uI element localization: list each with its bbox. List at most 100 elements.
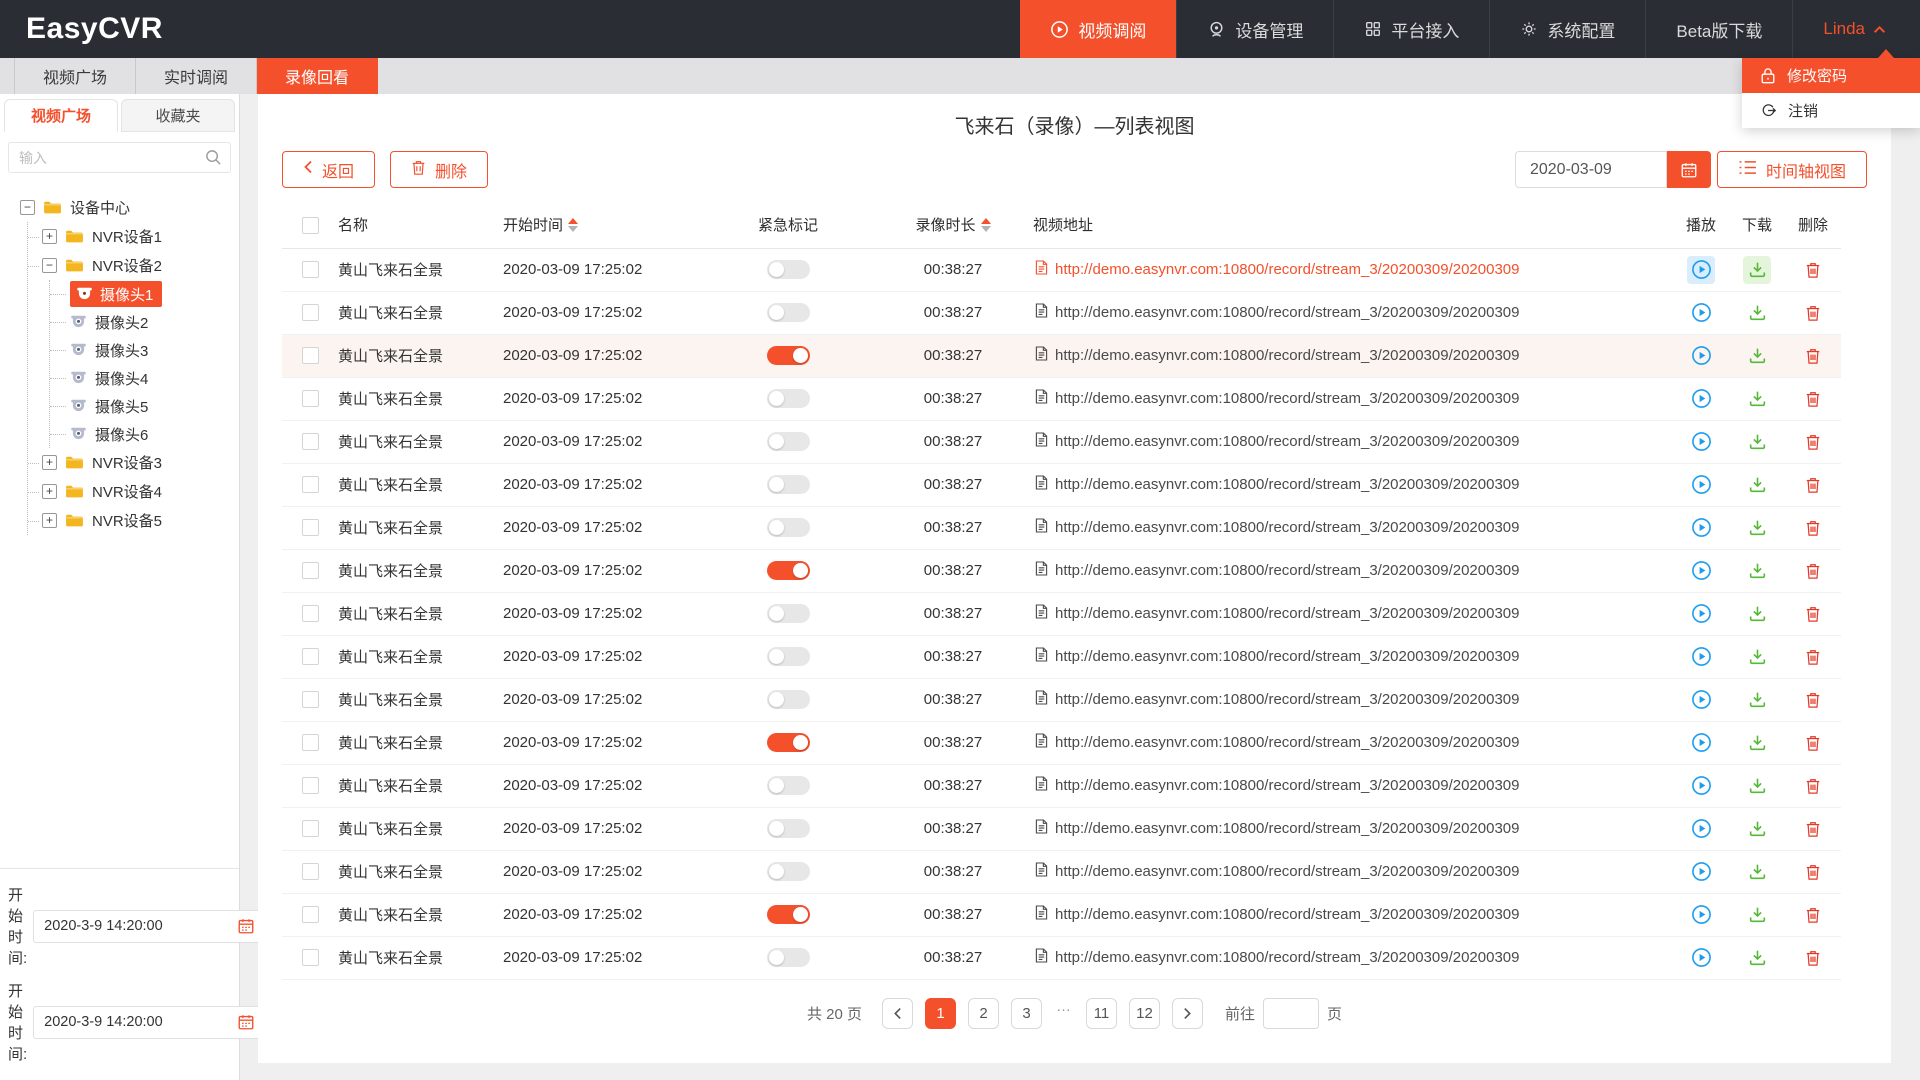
download-button[interactable] bbox=[1743, 255, 1771, 284]
urgent-toggle[interactable] bbox=[766, 733, 810, 752]
play-button[interactable] bbox=[1687, 514, 1715, 542]
page-button-3[interactable]: 3 bbox=[1011, 997, 1042, 1029]
page-button-1[interactable]: 1 bbox=[925, 997, 956, 1029]
download-button[interactable] bbox=[1743, 901, 1771, 929]
urgent-toggle[interactable] bbox=[766, 518, 810, 537]
download-button[interactable] bbox=[1743, 772, 1771, 800]
urgent-toggle[interactable] bbox=[766, 690, 810, 709]
row-checkbox[interactable] bbox=[301, 433, 319, 451]
video-url-link[interactable]: http://demo.easynvr.com:10800/record/str… bbox=[1055, 691, 1520, 708]
top-nav-item[interactable]: 平台接入 bbox=[1333, 0, 1489, 58]
video-url-link[interactable]: http://demo.easynvr.com:10800/record/str… bbox=[1055, 949, 1520, 966]
video-url-link[interactable]: http://demo.easynvr.com:10800/record/str… bbox=[1055, 476, 1520, 493]
play-button[interactable] bbox=[1687, 815, 1715, 843]
tree-node-camera[interactable]: 摄像头3 bbox=[50, 336, 233, 364]
select-all-checkbox[interactable] bbox=[301, 216, 319, 234]
video-url-link[interactable]: http://demo.easynvr.com:10800/record/str… bbox=[1055, 304, 1520, 321]
urgent-toggle[interactable] bbox=[766, 389, 810, 408]
urgent-toggle[interactable] bbox=[766, 561, 810, 580]
urgent-toggle[interactable] bbox=[766, 948, 810, 967]
delete-row-button[interactable] bbox=[1799, 729, 1827, 757]
row-checkbox[interactable] bbox=[301, 476, 319, 494]
tree-node-device[interactable]: + NVR设备3 bbox=[28, 448, 233, 477]
play-button[interactable] bbox=[1687, 471, 1715, 499]
video-url-link[interactable]: http://demo.easynvr.com:10800/record/str… bbox=[1055, 820, 1520, 837]
sort-duration-control[interactable] bbox=[980, 217, 991, 232]
play-button[interactable] bbox=[1687, 686, 1715, 714]
delete-row-button[interactable] bbox=[1799, 815, 1827, 843]
download-button[interactable] bbox=[1743, 514, 1771, 542]
download-button[interactable] bbox=[1743, 729, 1771, 757]
search-input[interactable] bbox=[8, 142, 231, 173]
delete-row-button[interactable] bbox=[1799, 643, 1827, 671]
tree-node-camera[interactable]: 摄像头2 bbox=[50, 308, 233, 336]
play-button[interactable] bbox=[1687, 342, 1715, 370]
tree-node-device[interactable]: + NVR设备5 bbox=[28, 506, 233, 535]
prev-page-button[interactable] bbox=[882, 997, 913, 1029]
urgent-toggle[interactable] bbox=[766, 905, 810, 924]
video-url-link[interactable]: http://demo.easynvr.com:10800/record/str… bbox=[1055, 777, 1520, 794]
top-nav-item[interactable]: 视频调阅 bbox=[1020, 0, 1177, 58]
tree-node-device[interactable]: − NVR设备2 bbox=[28, 251, 233, 280]
menu-item-lock[interactable]: 修改密码 bbox=[1742, 58, 1920, 93]
download-button[interactable] bbox=[1743, 299, 1771, 327]
page-button-11[interactable]: 11 bbox=[1086, 997, 1117, 1029]
urgent-toggle[interactable] bbox=[766, 432, 810, 451]
play-button[interactable] bbox=[1687, 299, 1715, 327]
download-button[interactable] bbox=[1743, 600, 1771, 628]
video-url-link[interactable]: http://demo.easynvr.com:10800/record/str… bbox=[1055, 906, 1520, 923]
sort-start-control[interactable] bbox=[568, 217, 579, 232]
sub-nav-item[interactable]: 视频广场 bbox=[14, 58, 137, 94]
tree-node-device[interactable]: + NVR设备1 bbox=[28, 222, 233, 251]
top-nav-item[interactable]: 设备管理 bbox=[1176, 0, 1333, 58]
row-checkbox[interactable] bbox=[301, 863, 319, 881]
row-checkbox[interactable] bbox=[301, 734, 319, 752]
tree-node-root[interactable]: − 设备中心 bbox=[20, 193, 233, 222]
video-url-link[interactable]: http://demo.easynvr.com:10800/record/str… bbox=[1055, 519, 1520, 536]
play-button[interactable] bbox=[1687, 255, 1715, 284]
delete-row-button[interactable] bbox=[1799, 299, 1827, 327]
play-button[interactable] bbox=[1687, 600, 1715, 628]
time-input[interactable] bbox=[34, 1014, 232, 1030]
urgent-toggle[interactable] bbox=[766, 260, 810, 279]
video-url-link[interactable]: http://demo.easynvr.com:10800/record/str… bbox=[1055, 648, 1520, 665]
goto-page-input[interactable] bbox=[1263, 997, 1320, 1029]
calendar-button[interactable] bbox=[1666, 151, 1711, 188]
row-checkbox[interactable] bbox=[301, 906, 319, 924]
download-button[interactable] bbox=[1743, 428, 1771, 456]
tree-node-camera[interactable]: 摄像头5 bbox=[50, 392, 233, 420]
delete-row-button[interactable] bbox=[1799, 600, 1827, 628]
menu-item-logout[interactable]: 注销 bbox=[1742, 93, 1920, 128]
row-checkbox[interactable] bbox=[301, 304, 319, 322]
expander-icon[interactable]: − bbox=[20, 200, 35, 215]
tree-node-camera[interactable]: 摄像头6 bbox=[50, 420, 233, 448]
calendar-icon[interactable] bbox=[231, 1013, 261, 1031]
play-button[interactable] bbox=[1687, 772, 1715, 800]
play-button[interactable] bbox=[1687, 643, 1715, 671]
expander-icon[interactable]: + bbox=[42, 513, 57, 528]
back-button[interactable]: 返回 bbox=[282, 151, 376, 188]
top-nav-item[interactable]: 系统配置 bbox=[1489, 0, 1645, 58]
sub-nav-item[interactable]: 实时调阅 bbox=[136, 58, 258, 94]
download-button[interactable] bbox=[1743, 686, 1771, 714]
row-checkbox[interactable] bbox=[301, 390, 319, 408]
expander-icon[interactable]: + bbox=[42, 229, 57, 244]
expander-icon[interactable]: + bbox=[42, 455, 57, 470]
video-url-link[interactable]: http://demo.easynvr.com:10800/record/str… bbox=[1055, 390, 1520, 407]
tree-node-camera[interactable]: 摄像头4 bbox=[50, 364, 233, 392]
delete-row-button[interactable] bbox=[1799, 256, 1827, 284]
play-button[interactable] bbox=[1687, 385, 1715, 413]
row-checkbox[interactable] bbox=[301, 648, 319, 666]
download-button[interactable] bbox=[1743, 557, 1771, 585]
video-url-link[interactable]: http://demo.easynvr.com:10800/record/str… bbox=[1055, 605, 1520, 622]
sidebar-tab[interactable]: 视频广场 bbox=[4, 99, 118, 132]
delete-row-button[interactable] bbox=[1799, 686, 1827, 714]
delete-row-button[interactable] bbox=[1799, 385, 1827, 413]
play-button[interactable] bbox=[1687, 858, 1715, 886]
row-checkbox[interactable] bbox=[301, 519, 319, 537]
date-input[interactable] bbox=[1514, 151, 1667, 188]
video-url-link[interactable]: http://demo.easynvr.com:10800/record/str… bbox=[1055, 562, 1520, 579]
urgent-toggle[interactable] bbox=[766, 862, 810, 881]
urgent-toggle[interactable] bbox=[766, 346, 810, 365]
delete-row-button[interactable] bbox=[1799, 772, 1827, 800]
